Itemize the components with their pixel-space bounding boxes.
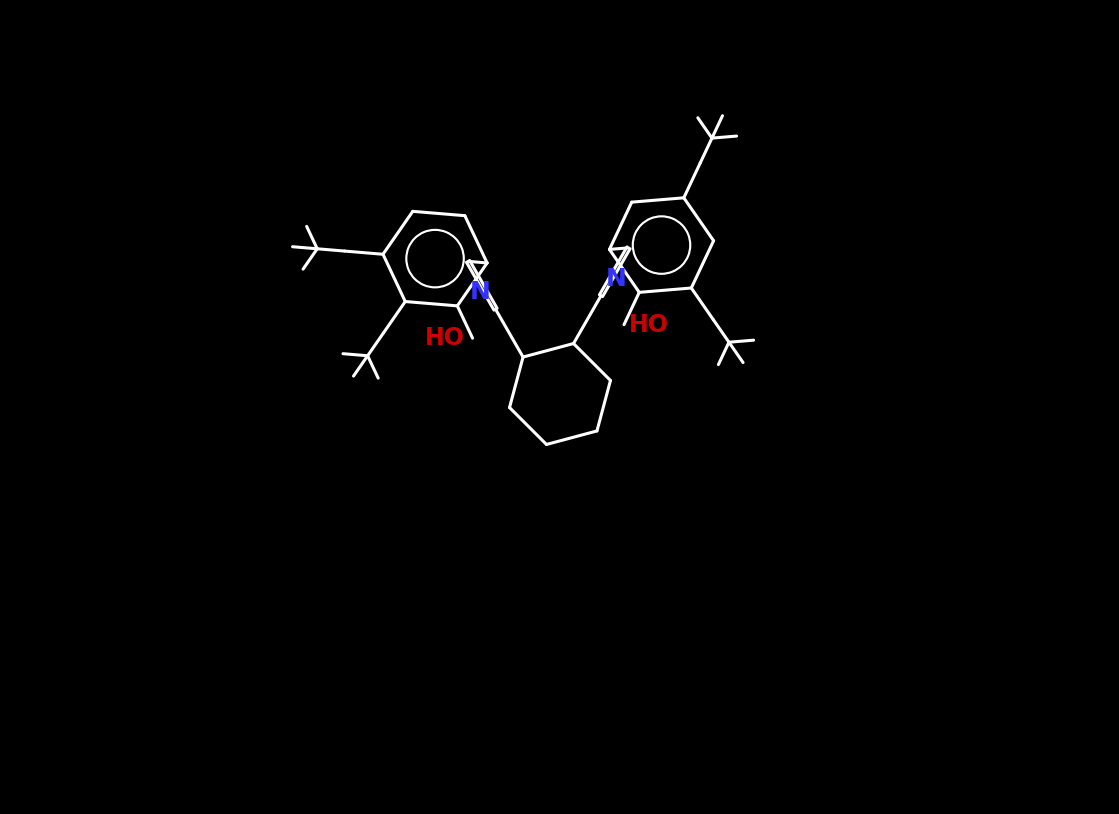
Text: N: N — [470, 280, 490, 304]
Text: HO: HO — [629, 313, 669, 337]
Text: HO: HO — [424, 326, 464, 350]
Text: N: N — [606, 267, 627, 291]
